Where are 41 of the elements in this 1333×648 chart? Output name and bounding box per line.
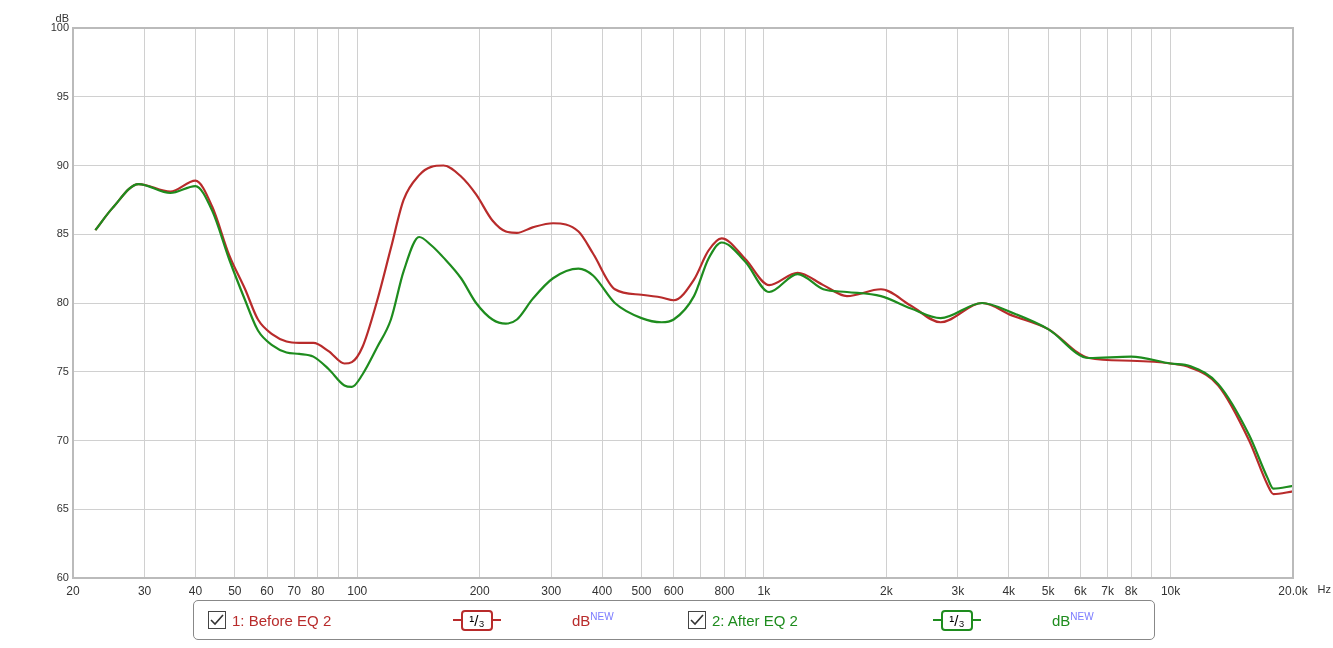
y-tick-label: 85 [56,227,69,240]
x-tick-label: 40 [188,583,203,598]
x-tick-label: 30 [137,583,152,598]
x-tick-label: 500 [631,583,652,598]
y-axis-title: dB [55,11,69,24]
y-tick-label: 70 [56,433,69,446]
x-tick-label: 20 [66,583,80,598]
x-tick-label: 3k [951,583,966,598]
y-tick-label: 90 [56,158,69,171]
text: ¹/₃ [461,609,493,631]
text: dB$^{NEW}$ [1052,611,1094,629]
x-tick-label: 50 [228,583,242,598]
x-tick-label: 400 [592,583,613,598]
x-tick-label: 300 [541,583,562,598]
x-tick-label: 8k [1124,583,1139,598]
x-tick-label: 1k [757,583,772,598]
x-tick-label: 2k [879,583,894,598]
x-tick-label: 80 [311,583,325,598]
y-tick-label: 80 [56,296,69,309]
text: 2: After EQ 2 [712,611,799,629]
x-tick-label: 800 [714,583,735,598]
x-tick-label: 20.0k [1278,583,1309,598]
x-tick-label: 600 [663,583,685,598]
y-tick-label: 75 [56,364,69,377]
x-tick-label: 7k [1101,583,1115,598]
x-tick-label: 200 [469,583,490,598]
y-tick-label: 95 [56,89,69,102]
x-tick-label: 4k [1002,583,1017,598]
x-tick-label: 70 [287,583,302,598]
x-axis-title: Hz [1317,582,1331,595]
x-tick-label: 5k [1041,583,1056,598]
x-tick-label: 6k [1074,583,1088,598]
y-tick-label: 100 [50,21,69,34]
x-tick-label: 100 [347,583,368,598]
x-tick-label: 10k [1160,583,1182,598]
y-tick-label: 65 [56,502,69,515]
x-tick-label: 60 [260,583,275,598]
text: ¹/₃ [941,609,973,631]
y-tick-label: 60 [56,571,69,584]
text: dB$^{NEW}$ [572,611,614,629]
text: 1: Before EQ 2 [232,611,333,629]
